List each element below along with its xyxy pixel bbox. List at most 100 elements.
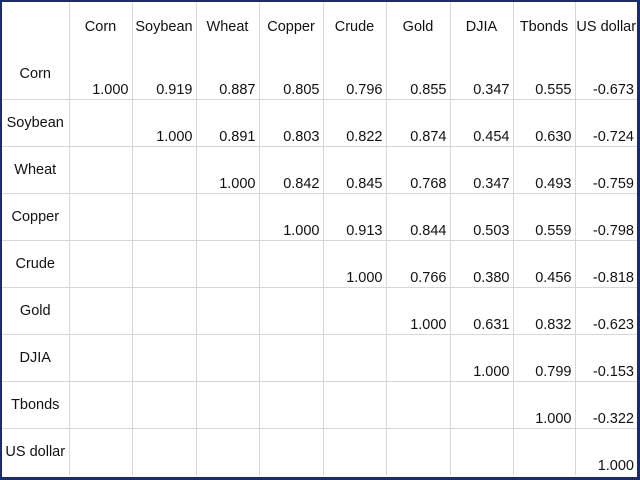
correlation-value: 0.630 — [513, 99, 576, 147]
empty-cell — [132, 146, 197, 194]
empty-cell — [132, 193, 197, 241]
column-header: Soybean — [132, 2, 197, 51]
empty-cell — [69, 381, 133, 429]
column-header: Gold — [386, 2, 451, 51]
empty-cell — [513, 428, 576, 475]
correlation-value: 1.000 — [513, 381, 576, 429]
table-row: DJIA 1.000 0.799 -0.153 — [2, 334, 637, 382]
correlation-value: 1.000 — [323, 240, 387, 288]
empty-cell — [386, 334, 451, 382]
empty-cell — [69, 146, 133, 194]
empty-cell — [323, 381, 387, 429]
correlation-value: 1.000 — [132, 99, 197, 147]
empty-cell — [386, 428, 451, 475]
correlation-value: 0.822 — [323, 99, 387, 147]
empty-cell — [132, 381, 197, 429]
correlation-value: 1.000 — [196, 146, 260, 194]
table-row: Crude 1.000 0.766 0.380 0.456 -0.818 — [2, 240, 637, 288]
correlation-value: 1.000 — [450, 334, 514, 382]
row-header: DJIA — [2, 334, 70, 382]
correlation-value: 0.454 — [450, 99, 514, 147]
empty-cell — [196, 193, 260, 241]
correlation-value: 0.887 — [196, 51, 260, 100]
correlation-value: 1.000 — [69, 51, 133, 100]
empty-cell — [132, 287, 197, 335]
empty-cell — [450, 381, 514, 429]
correlation-value: 0.913 — [323, 193, 387, 241]
correlation-value: -0.623 — [575, 287, 637, 335]
empty-cell — [196, 240, 260, 288]
empty-cell — [323, 334, 387, 382]
empty-cell — [386, 381, 451, 429]
corner-cell — [2, 2, 70, 51]
empty-cell — [132, 334, 197, 382]
empty-cell — [259, 287, 324, 335]
empty-cell — [196, 334, 260, 382]
table-row: Soybean 1.000 0.891 0.803 0.822 0.874 0.454 0.6… — [2, 99, 637, 147]
empty-cell — [259, 381, 324, 429]
correlation-value: 0.803 — [259, 99, 324, 147]
column-header: Copper — [259, 2, 324, 51]
empty-cell — [132, 428, 197, 475]
column-header: Tbonds — [513, 2, 576, 51]
correlation-value: 0.845 — [323, 146, 387, 194]
correlation-value: -0.153 — [575, 334, 637, 382]
empty-cell — [69, 193, 133, 241]
correlation-value: -0.759 — [575, 146, 637, 194]
correlation-value: 0.891 — [196, 99, 260, 147]
correlation-value: 0.844 — [386, 193, 451, 241]
correlation-value: -0.322 — [575, 381, 637, 429]
header-row: Corn Soybean Wheat Copper Crude Gold DJIA Tbond… — [2, 2, 637, 51]
correlation-value: 0.805 — [259, 51, 324, 100]
table-row: Tbonds 1.000 -0.322 — [2, 381, 637, 429]
correlation-value: 0.493 — [513, 146, 576, 194]
empty-cell — [69, 287, 133, 335]
column-header: Wheat — [196, 2, 260, 51]
correlation-value: 0.503 — [450, 193, 514, 241]
correlation-value: 0.799 — [513, 334, 576, 382]
correlation-value: 0.766 — [386, 240, 451, 288]
correlation-value: 0.559 — [513, 193, 576, 241]
table-row: Wheat 1.000 0.842 0.845 0.768 0.347 0.493 -0.75… — [2, 146, 637, 194]
empty-cell — [69, 99, 133, 147]
column-header: Corn — [69, 2, 133, 51]
correlation-value: 1.000 — [259, 193, 324, 241]
table-row: US dollar 1.000 — [2, 428, 637, 475]
correlation-value: 0.555 — [513, 51, 576, 100]
empty-cell — [450, 428, 514, 475]
correlation-value: -0.673 — [575, 51, 637, 100]
correlation-value: 1.000 — [597, 458, 634, 474]
correlation-value: 0.631 — [450, 287, 514, 335]
column-header: DJIA — [450, 2, 514, 51]
correlation-value: 0.919 — [132, 51, 197, 100]
row-header: Corn — [2, 51, 70, 100]
correlation-value: 0.347 — [450, 51, 514, 100]
empty-cell — [196, 428, 260, 475]
table-row: Copper 1.000 0.913 0.844 0.503 0.559 -0.798 — [2, 193, 637, 241]
empty-cell — [259, 334, 324, 382]
correlation-value: 0.832 — [513, 287, 576, 335]
table-row: Gold 1.000 0.631 0.832 -0.623 — [2, 287, 637, 335]
correlation-value: 0.347 — [450, 146, 514, 194]
correlation-value: -0.724 — [575, 99, 637, 147]
empty-cell — [69, 240, 133, 288]
table-body: Corn 1.000 0.919 0.887 0.805 0.796 0.855 0.347 0… — [2, 51, 637, 475]
correlation-value: 0.456 — [513, 240, 576, 288]
row-header: Wheat — [2, 146, 70, 194]
empty-cell — [69, 428, 133, 475]
row-header: Gold — [2, 287, 70, 335]
correlation-value: -0.798 — [575, 193, 637, 241]
empty-cell — [196, 381, 260, 429]
empty-cell — [259, 240, 324, 288]
column-header: Crude — [323, 2, 387, 51]
correlation-value: 0.380 — [450, 240, 514, 288]
row-header: Tbonds — [2, 381, 70, 429]
table-row: Corn 1.000 0.919 0.887 0.805 0.796 0.855 0.347 0… — [2, 51, 637, 100]
row-header: US dollar — [2, 428, 70, 475]
empty-cell — [132, 240, 197, 288]
row-header: Crude — [2, 240, 70, 288]
correlation-value: 1.000 — [386, 287, 451, 335]
correlation-value: 0.796 — [323, 51, 387, 100]
correlation-value: 0.874 — [386, 99, 451, 147]
